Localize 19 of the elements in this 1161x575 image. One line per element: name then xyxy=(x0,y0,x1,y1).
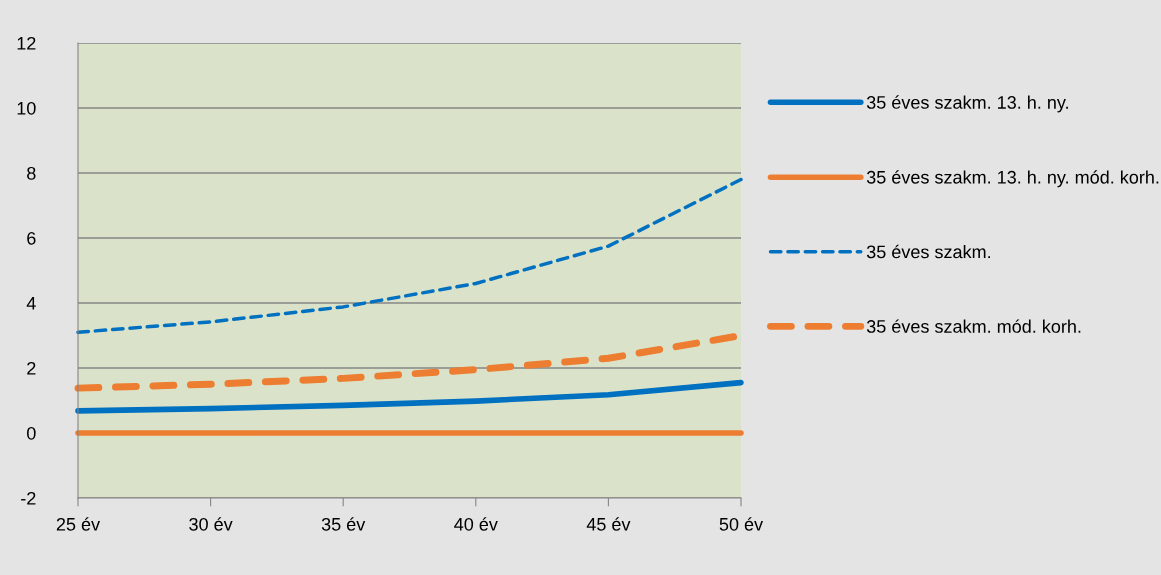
y-tick-label: 6 xyxy=(27,231,36,245)
x-tick-label: 50 év xyxy=(719,517,764,531)
x-tick-label: 45 év xyxy=(586,517,631,531)
x-tick-label: 40 év xyxy=(454,517,498,531)
y-tick-label: 12 xyxy=(17,36,36,50)
legend-label: 35 éves szakm. 13. h. ny. xyxy=(866,95,1068,113)
legend-label: 35 éves szakm. mód. korh. xyxy=(866,319,1081,333)
y-tick-label: 2 xyxy=(27,361,36,375)
y-tick-label: 8 xyxy=(27,166,36,180)
x-tick-label: 30 év xyxy=(189,517,233,531)
x-tick-label: 35 év xyxy=(321,517,366,531)
legend-label: 35 éves szakm. xyxy=(866,244,990,259)
y-tick-label: 10 xyxy=(17,101,36,115)
x-tick-label: 25 év xyxy=(56,517,101,531)
y-tick-label: -2 xyxy=(21,491,36,505)
line-series xyxy=(76,177,743,334)
y-tick-label: 4 xyxy=(26,297,36,310)
legend-label: 35 éves szakm. 13. h. ny. mód. korh. xyxy=(866,170,1159,188)
y-tick-label: 0 xyxy=(27,426,36,440)
